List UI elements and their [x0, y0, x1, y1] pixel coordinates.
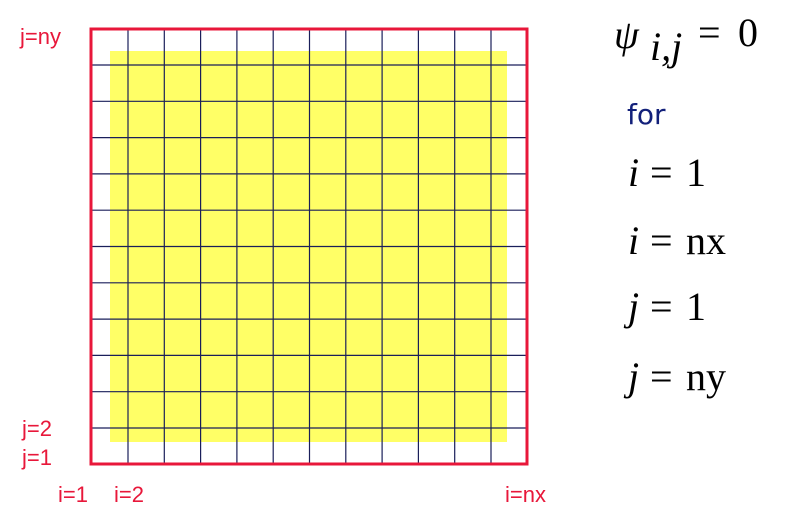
- subscript: i,j: [650, 24, 682, 69]
- label: j=1: [21, 445, 52, 470]
- eq-op: =: [650, 284, 673, 329]
- label: j=2: [21, 416, 52, 441]
- boundary: [89, 27, 529, 466]
- eq-op: =: [650, 354, 673, 399]
- op: =: [698, 10, 721, 55]
- eq-op: =: [650, 218, 673, 263]
- eq-lhs: j: [623, 354, 639, 399]
- eq-rhs: ny: [686, 354, 726, 399]
- label: i=1: [58, 482, 88, 507]
- label: i=nx: [505, 482, 546, 507]
- eq-rhs: 1: [686, 284, 706, 329]
- for: for: [627, 98, 666, 131]
- equations: i = 1i = nxj = 1j = ny: [623, 150, 726, 399]
- rhs: 0: [738, 10, 758, 55]
- label: i=2: [114, 482, 144, 507]
- eq-lhs: i: [628, 218, 639, 263]
- label: j=ny: [19, 24, 61, 49]
- grid: [91, 29, 527, 464]
- eq-rhs: 1: [686, 150, 706, 195]
- eq-lhs: j: [623, 284, 639, 329]
- eq-op: =: [650, 150, 673, 195]
- eq-rhs: nx: [686, 218, 726, 263]
- eq-lhs: i: [628, 150, 639, 195]
- psi: ψ: [614, 12, 640, 57]
